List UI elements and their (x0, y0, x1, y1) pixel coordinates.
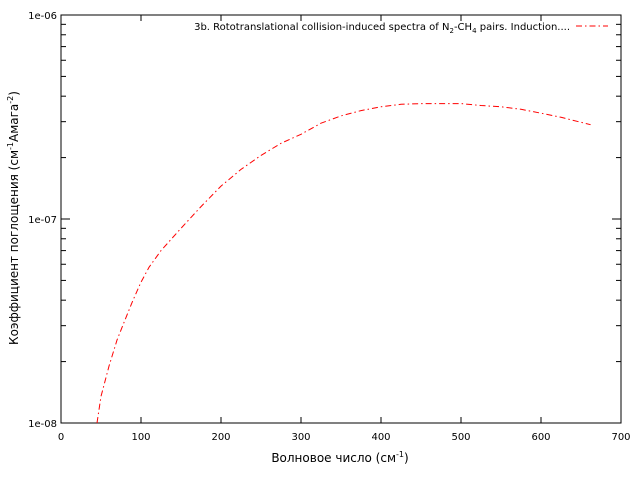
y-axis-title-sup: -1 (6, 142, 15, 150)
y-tick-label: 1e-07 (28, 215, 57, 226)
x-axis-title-part: Волновое число (см (271, 451, 396, 465)
series-layer (96, 103, 591, 424)
legend-label-part: pairs. Induction.... (477, 22, 570, 33)
series-line (96, 103, 591, 424)
x-tick-label: 700 (611, 432, 630, 443)
legend-label-part: 3b. Rototranslational collision-induced … (194, 22, 449, 33)
x-axis-title-sup: -1 (396, 450, 404, 459)
x-tick-label: 600 (531, 432, 550, 443)
y-axis-title-part: ) (7, 91, 21, 96)
x-axis-title-part: ) (404, 451, 409, 465)
x-tick-label: 0 (58, 432, 64, 443)
x-tick-label: 200 (211, 432, 230, 443)
y-axis-title: Коэффициент поглощения (см-1Амага-2) (6, 91, 21, 345)
x-tick-label: 300 (291, 432, 310, 443)
x-tick-label: 500 (451, 432, 470, 443)
legend-label-sub: 4 (472, 27, 477, 35)
legend-label: 3b. Rototranslational collision-induced … (194, 22, 570, 35)
y-tick-label: 1e-06 (28, 11, 57, 22)
y-axis-title-part: Амага (7, 104, 21, 142)
legend-label-sub: 2 (449, 27, 453, 35)
y-axis-title-sup: -2 (6, 96, 15, 104)
y-tick-label: 1e-08 (28, 419, 57, 430)
legend: 3b. Rototranslational collision-induced … (194, 22, 608, 35)
legend-label-part: -CH (454, 22, 472, 33)
ticks: 0 100 200 300 400 500 600 700 1e-08 1e-07 1e-06 (28, 11, 630, 443)
x-axis-title: Волновое число (см-1) (271, 450, 408, 465)
y-axis-title-part: Коэффициент поглощения (см (7, 150, 21, 345)
x-tick-label: 100 (131, 432, 150, 443)
x-tick-label: 400 (371, 432, 390, 443)
